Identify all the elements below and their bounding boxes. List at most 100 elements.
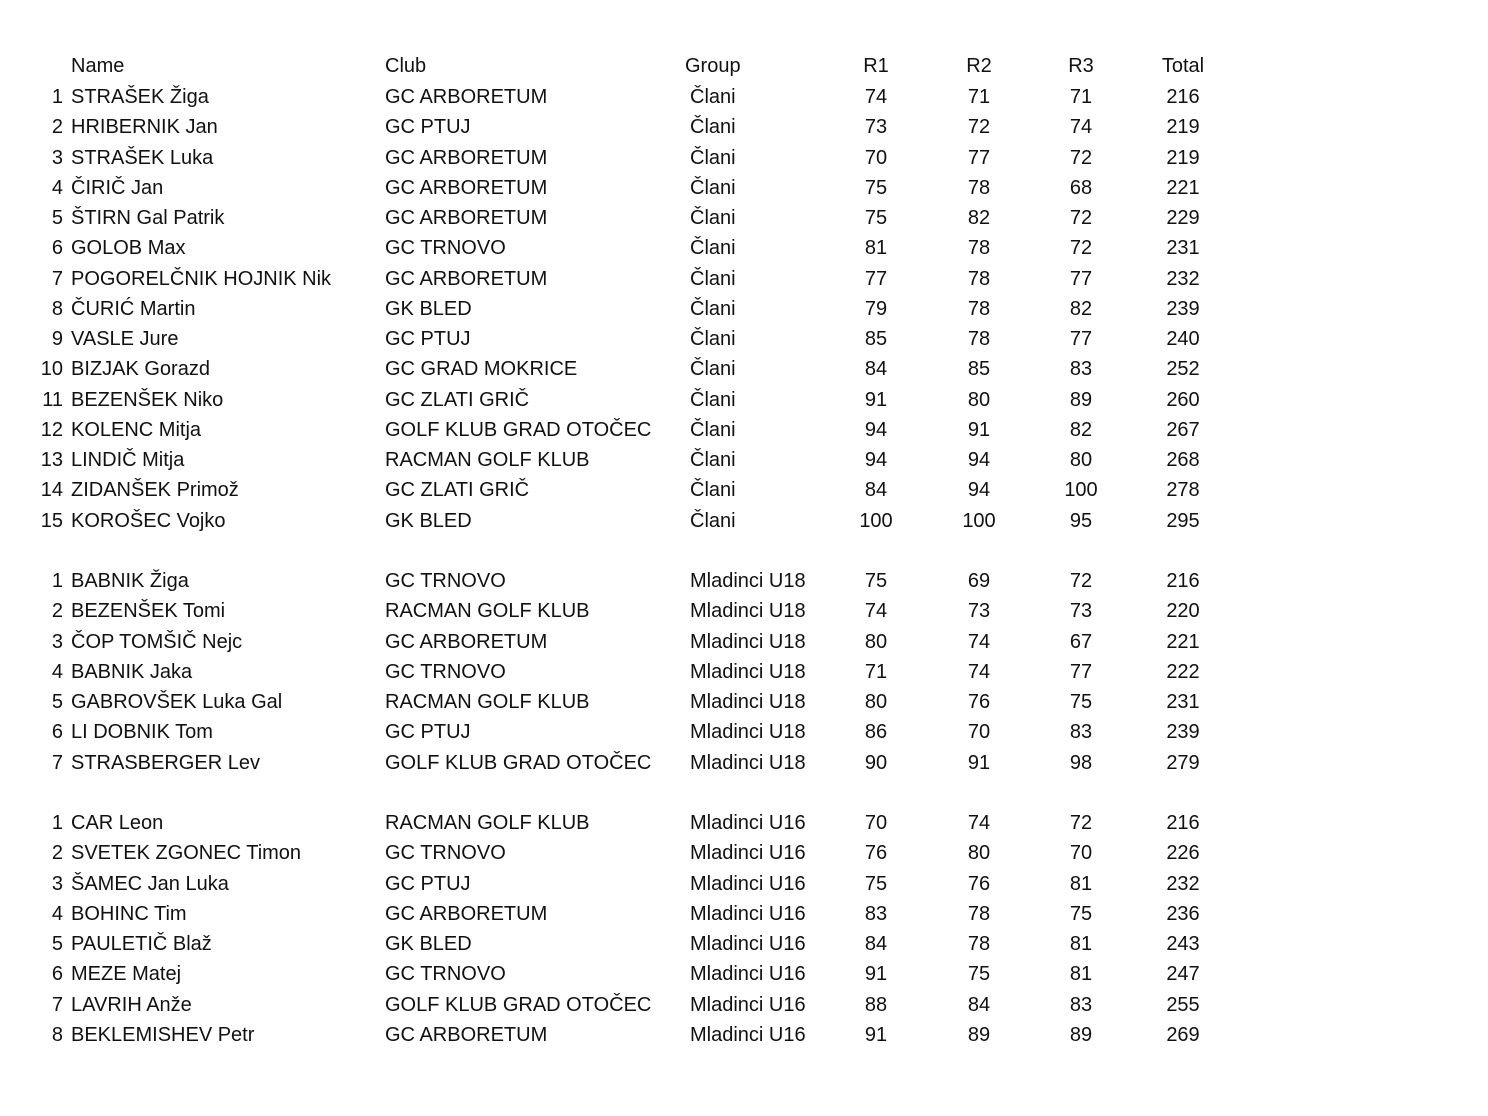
group: Člani xyxy=(690,86,736,108)
r2-score: 74 xyxy=(967,630,991,653)
r2-score: 73 xyxy=(967,600,991,623)
group: Mladinci U16 xyxy=(690,902,806,925)
group: Mladinci U16 xyxy=(690,993,806,1016)
player-name: ŠTIRN Gal Patrik xyxy=(71,207,225,229)
r2-score: 78 xyxy=(967,933,991,955)
rank: 5 xyxy=(51,207,63,229)
club: GK BLED xyxy=(385,933,472,955)
r2-score: 78 xyxy=(967,237,991,260)
player-name: PAULETIČ Blaž xyxy=(71,933,212,955)
player-name: BEZENŠEK Niko xyxy=(71,388,224,411)
club: GC TRNOVO xyxy=(385,963,506,986)
group: Mladinci U18 xyxy=(690,630,806,653)
club: RACMAN GOLF KLUB xyxy=(385,691,590,713)
total-score: 226 xyxy=(1166,842,1200,865)
club: GC TRNOVO xyxy=(385,842,506,865)
r1-score: 80 xyxy=(864,691,888,713)
club: GC TRNOVO xyxy=(385,660,506,683)
club: GK BLED xyxy=(385,509,472,532)
total-score: 220 xyxy=(1166,600,1200,623)
club: GC PTUJ xyxy=(385,116,471,139)
r1-score: 91 xyxy=(864,963,888,986)
r2-score: 71 xyxy=(967,86,991,108)
r2-score: 78 xyxy=(967,902,991,925)
club: GC ARBORETUM xyxy=(385,176,548,199)
club: GC PTUJ xyxy=(385,872,471,895)
club: GC PTUJ xyxy=(385,721,471,744)
r1-score: 79 xyxy=(864,297,888,320)
r2-score: 72 xyxy=(967,116,991,139)
r3-score: 89 xyxy=(1069,1023,1093,1046)
player-name: CAR Leon xyxy=(71,812,164,834)
r3-score: 72 xyxy=(1069,812,1093,834)
r1-score: 84 xyxy=(864,933,888,955)
club: RACMAN GOLF KLUB xyxy=(385,812,590,834)
rank: 12 xyxy=(40,418,63,441)
header-group: Group xyxy=(685,55,741,77)
player-name: BABNIK Žiga xyxy=(71,570,189,592)
rank: 11 xyxy=(42,388,63,411)
total-score: 247 xyxy=(1166,963,1200,986)
club: GC GRAD MOKRICE xyxy=(385,358,578,381)
club: GOLF KLUB GRAD OTOČEC xyxy=(385,418,652,441)
header-r1: R1 xyxy=(863,55,889,77)
player-name: KOLENC Mitja xyxy=(71,418,202,441)
r3-score: 83 xyxy=(1069,993,1093,1016)
r2-score: 70 xyxy=(967,721,991,744)
club: GC TRNOVO xyxy=(385,237,506,260)
player-name: BEKLEMISHEV Petr xyxy=(71,1023,255,1046)
total-score: 267 xyxy=(1166,418,1200,441)
club: GK BLED xyxy=(385,297,472,320)
r3-score: 72 xyxy=(1069,570,1093,592)
group: Člani xyxy=(690,358,736,381)
rank: 3 xyxy=(51,630,63,653)
r2-score: 91 xyxy=(967,418,991,441)
r1-score: 84 xyxy=(864,479,888,502)
r1-score: 100 xyxy=(859,509,893,532)
r1-score: 74 xyxy=(864,86,888,108)
r3-score: 89 xyxy=(1069,388,1093,411)
total-score: 260 xyxy=(1166,388,1200,411)
club: GC ARBORETUM xyxy=(385,902,548,925)
rank: 8 xyxy=(51,297,63,320)
total-score: 232 xyxy=(1166,267,1200,290)
group: Člani xyxy=(690,449,736,471)
player-name: STRAŠEK Žiga xyxy=(71,86,209,108)
rank: 10 xyxy=(40,358,63,381)
club: GC ARBORETUM xyxy=(385,267,548,290)
group: Člani xyxy=(690,176,736,199)
total-score: 239 xyxy=(1166,721,1200,744)
rank: 8 xyxy=(51,1023,63,1046)
group: Člani xyxy=(690,509,736,532)
r1-score: 73 xyxy=(864,116,888,139)
r3-score: 100 xyxy=(1064,479,1098,502)
player-name: ZIDANŠEK Primož xyxy=(71,479,239,502)
total-score: 236 xyxy=(1166,902,1200,925)
player-name: STRAŠEK Luka xyxy=(71,146,214,169)
player-name: LAVRIH Anže xyxy=(71,993,192,1016)
player-name: BABNIK Jaka xyxy=(71,660,193,683)
club: GC PTUJ xyxy=(385,328,471,350)
r2-score: 91 xyxy=(967,751,991,774)
rank: 7 xyxy=(51,993,63,1016)
r3-score: 80 xyxy=(1069,449,1093,471)
group: Mladinci U16 xyxy=(690,1023,806,1046)
club: GC ARBORETUM xyxy=(385,146,548,169)
r2-score: 80 xyxy=(967,388,991,411)
group: Člani xyxy=(690,237,736,260)
rank: 7 xyxy=(51,751,63,774)
r1-score: 91 xyxy=(864,1023,888,1046)
r3-score: 75 xyxy=(1069,691,1093,713)
header-r3: R3 xyxy=(1068,55,1094,77)
player-name: BEZENŠEK Tomi xyxy=(71,600,226,623)
total-score: 243 xyxy=(1166,933,1200,955)
total-score: 252 xyxy=(1166,358,1200,381)
player-name: ŠAMEC Jan Luka xyxy=(71,872,229,895)
group: Člani xyxy=(690,388,736,411)
r2-score: 78 xyxy=(967,267,991,290)
r1-score: 94 xyxy=(864,449,888,471)
r3-score: 72 xyxy=(1069,207,1093,229)
club: GC ARBORETUM xyxy=(385,630,548,653)
rank: 6 xyxy=(51,237,63,260)
total-score: 221 xyxy=(1166,176,1200,199)
